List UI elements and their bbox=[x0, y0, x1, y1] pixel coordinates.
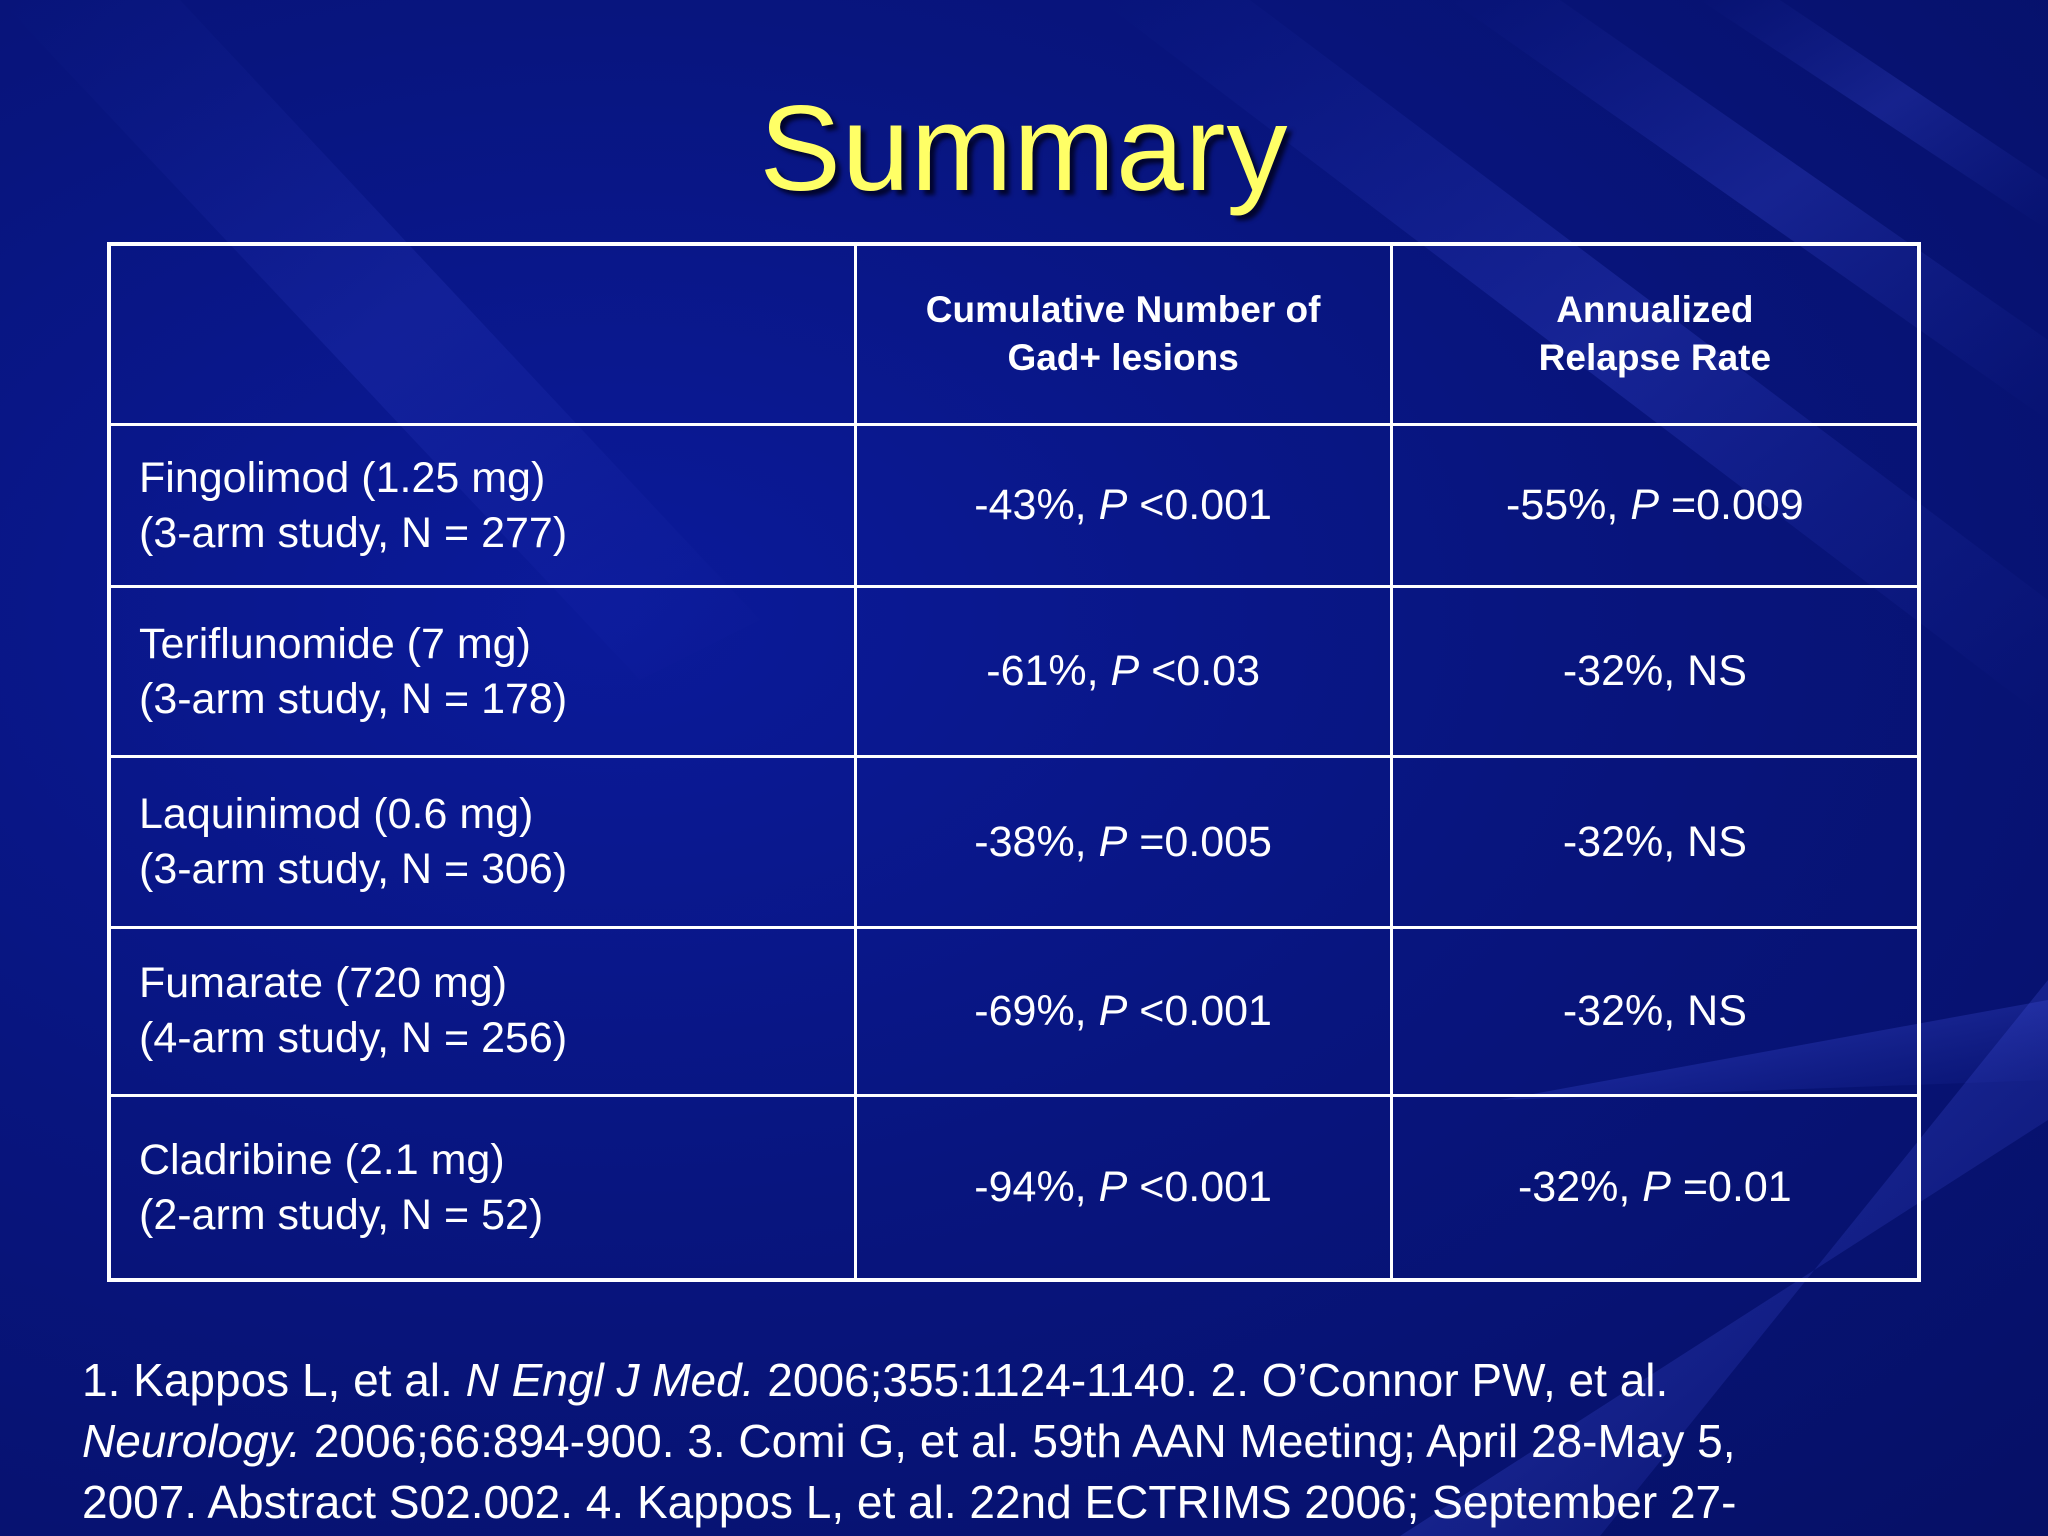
gad-pct: -43%, bbox=[974, 481, 1087, 529]
arr-pct: -32%, bbox=[1517, 1163, 1631, 1212]
reference-text: 1. Kappos L, et al. bbox=[82, 1354, 466, 1406]
reference-line-3: 2007. Abstract S02.002. 4. Kappos L, et … bbox=[82, 1472, 1982, 1533]
reference-text: 2006;66:894-900. 3. Comi G, et al. 59th … bbox=[301, 1415, 1736, 1467]
arr-value-cell: -32%, NS bbox=[1389, 755, 1921, 929]
drug-cell: Teriflunomide (7 mg) (3-arm study, N = 1… bbox=[107, 585, 857, 759]
drug-name: Fumarate (720 mg) bbox=[139, 959, 508, 1008]
arr-pct: -55%, bbox=[1506, 481, 1619, 529]
arr-pct: -32%, NS bbox=[1562, 647, 1747, 696]
drug-name: Teriflunomide (7 mg) bbox=[139, 619, 531, 668]
gad-pct: -61%, bbox=[986, 647, 1099, 696]
gad-p-label: P bbox=[1098, 986, 1128, 1035]
header-gad-line1: Cumulative Number of bbox=[925, 289, 1321, 331]
drug-cell: Cladribine (2.1 mg) (2-arm study, N = 52… bbox=[107, 1094, 857, 1282]
drug-name: Cladribine (2.1 mg) bbox=[139, 1135, 505, 1184]
arr-value-cell: -32%, NS bbox=[1389, 925, 1921, 1098]
arr-stat: =0.009 bbox=[1670, 481, 1804, 529]
gad-stat: <0.001 bbox=[1139, 1163, 1272, 1212]
table-row: Cladribine (2.1 mg) (2-arm study, N = 52… bbox=[107, 1094, 1921, 1282]
gad-p-label: P bbox=[1110, 647, 1140, 696]
drug-cell: Fingolimod (1.25 mg) (3-arm study, N = 2… bbox=[107, 422, 857, 589]
drug-name: Fingolimod (1.25 mg) bbox=[139, 453, 546, 502]
arr-value-cell: -55%, P =0.009 bbox=[1389, 422, 1921, 589]
table-row: Fingolimod (1.25 mg) (3-arm study, N = 2… bbox=[107, 422, 1921, 589]
arr-p-label: P bbox=[1630, 481, 1660, 529]
gad-p-label: P bbox=[1098, 817, 1128, 866]
header-gad-line2: Gad+ lesions bbox=[1007, 337, 1239, 379]
header-relapse-rate: Annualized Relapse Rate bbox=[1389, 242, 1921, 426]
table-row: Teriflunomide (7 mg) (3-arm study, N = 1… bbox=[107, 585, 1921, 759]
reference-line-1: 1. Kappos L, et al. N Engl J Med. 2006;3… bbox=[82, 1350, 1982, 1411]
slide-title: Summary bbox=[759, 80, 1289, 216]
arr-pct: -32%, NS bbox=[1562, 986, 1747, 1035]
drug-cell: Laquinimod (0.6 mg) (3-arm study, N = 30… bbox=[107, 755, 857, 929]
gad-value-cell: -61%, P <0.03 bbox=[853, 585, 1393, 759]
reference-line-2: Neurology. 2006;66:894-900. 3. Comi G, e… bbox=[82, 1411, 1982, 1472]
drug-name: Laquinimod (0.6 mg) bbox=[139, 790, 534, 839]
table-row: Fumarate (720 mg) (4-arm study, N = 256)… bbox=[107, 925, 1921, 1098]
arr-value-cell: -32%, P =0.01 bbox=[1389, 1094, 1921, 1282]
study-info: (3-arm study, N = 178) bbox=[139, 674, 568, 723]
gad-value-cell: -94%, P <0.001 bbox=[853, 1094, 1393, 1282]
drug-cell: Fumarate (720 mg) (4-arm study, N = 256) bbox=[107, 925, 857, 1098]
gad-value-cell: -43%, P <0.001 bbox=[853, 422, 1393, 589]
study-info: (2-arm study, N = 52) bbox=[139, 1190, 544, 1239]
header-empty-cell bbox=[107, 242, 857, 426]
gad-stat: <0.001 bbox=[1139, 986, 1272, 1035]
table-header-row: Cumulative Number of Gad+ lesions Annual… bbox=[107, 242, 1921, 426]
gad-stat: =0.005 bbox=[1139, 817, 1272, 866]
gad-pct: -94%, bbox=[974, 1163, 1087, 1212]
header-arr-line1: Annualized bbox=[1556, 289, 1754, 331]
summary-table: Cumulative Number of Gad+ lesions Annual… bbox=[107, 242, 1921, 1282]
header-arr-line2: Relapse Rate bbox=[1538, 337, 1772, 379]
arr-stat: =0.01 bbox=[1682, 1163, 1792, 1212]
journal-name: N Engl J Med. bbox=[465, 1354, 755, 1406]
gad-stat: <0.03 bbox=[1151, 647, 1260, 696]
gad-pct: -38%, bbox=[974, 817, 1087, 866]
gad-value-cell: -69%, P <0.001 bbox=[853, 925, 1393, 1098]
arr-pct: -32%, NS bbox=[1562, 817, 1747, 866]
study-info: (3-arm study, N = 277) bbox=[139, 508, 568, 557]
table-row: Laquinimod (0.6 mg) (3-arm study, N = 30… bbox=[107, 755, 1921, 929]
study-info: (4-arm study, N = 256) bbox=[139, 1014, 568, 1063]
gad-stat: <0.001 bbox=[1139, 481, 1272, 529]
study-info: (3-arm study, N = 306) bbox=[139, 845, 568, 894]
gad-pct: -69%, bbox=[974, 986, 1087, 1035]
journal-name: Neurology. bbox=[82, 1415, 302, 1467]
arr-p-label: P bbox=[1642, 1163, 1671, 1212]
reference-text: 2007. Abstract S02.002. 4. Kappos L, et … bbox=[82, 1476, 1737, 1528]
header-gad-lesions: Cumulative Number of Gad+ lesions bbox=[853, 242, 1393, 426]
arr-value-cell: -32%, NS bbox=[1389, 585, 1921, 759]
reference-text: 2006;355:1124-1140. 2. O’Connor PW, et a… bbox=[754, 1354, 1669, 1406]
gad-p-label: P bbox=[1098, 481, 1128, 529]
references: 1. Kappos L, et al. N Engl J Med. 2006;3… bbox=[82, 1350, 1982, 1533]
gad-p-label: P bbox=[1098, 1163, 1128, 1212]
gad-value-cell: -38%, P =0.005 bbox=[853, 755, 1393, 929]
